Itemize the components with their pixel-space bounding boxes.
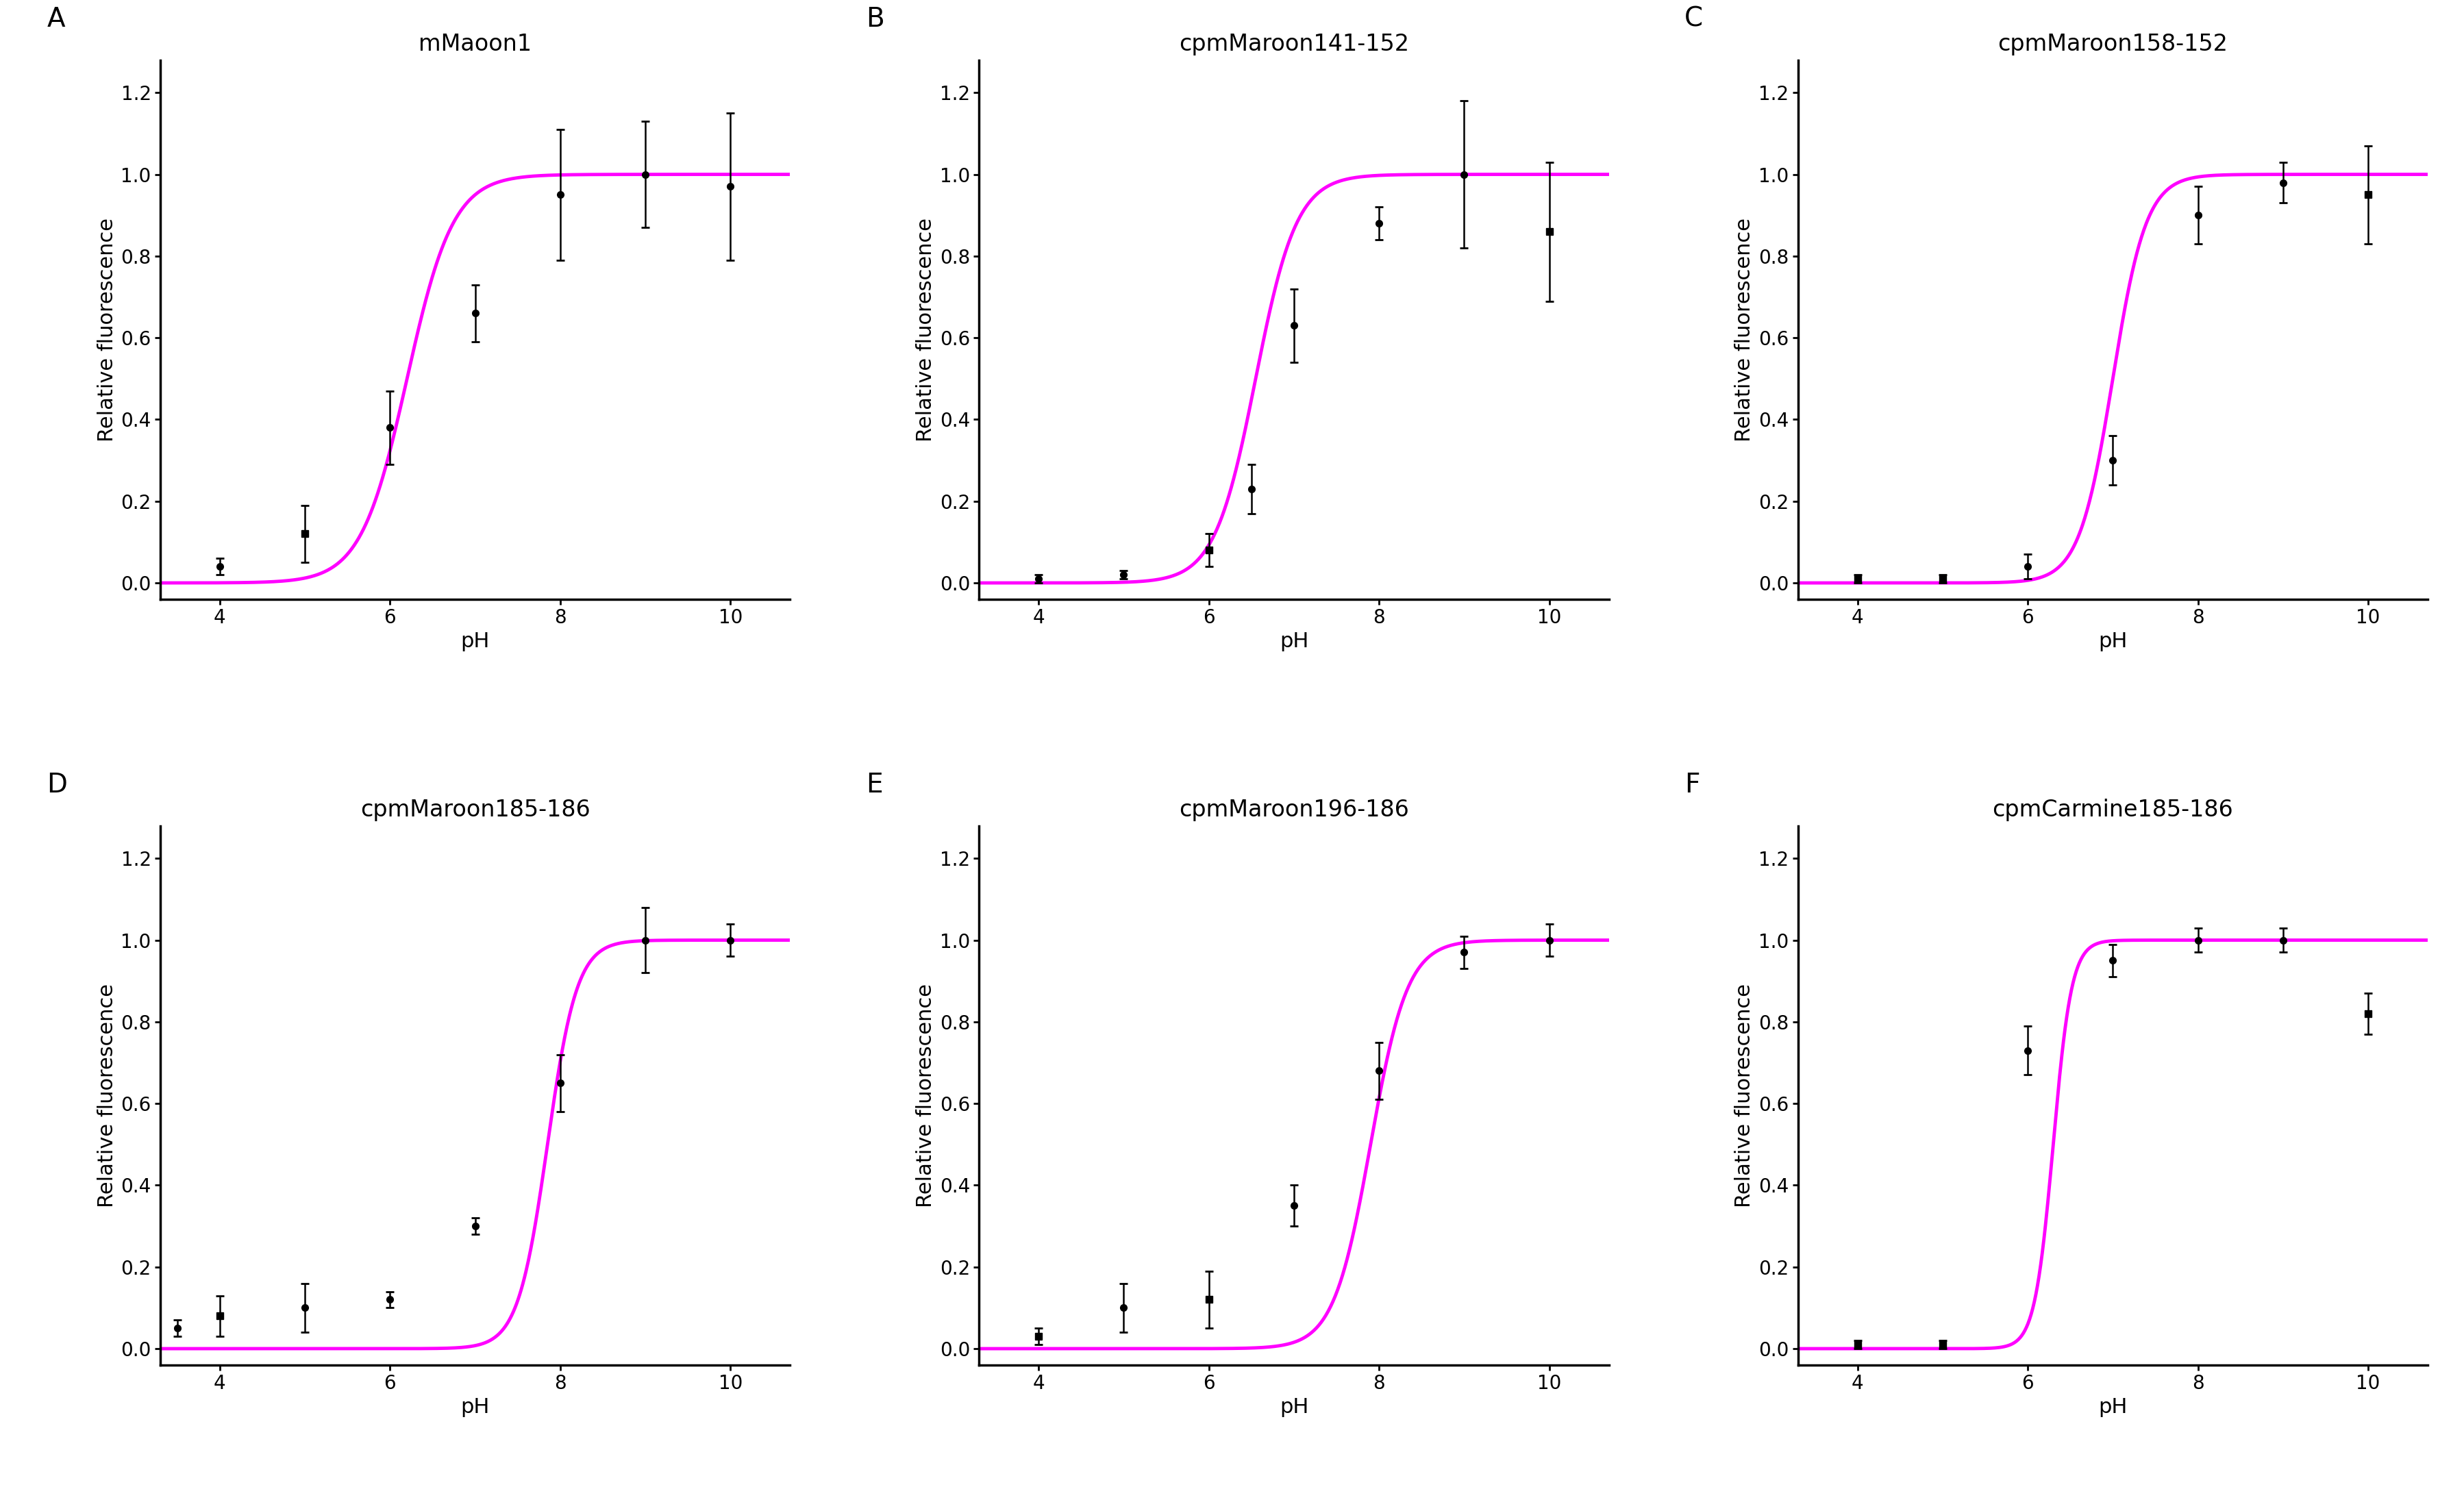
- Title: cpmMaroon141-152: cpmMaroon141-152: [1178, 33, 1409, 56]
- Y-axis label: Relative fluorescence: Relative fluorescence: [1735, 217, 1754, 441]
- Y-axis label: Relative fluorescence: Relative fluorescence: [917, 984, 936, 1208]
- X-axis label: pH: pH: [2097, 1396, 2126, 1417]
- Text: F: F: [1683, 772, 1700, 798]
- Text: C: C: [1683, 6, 1703, 32]
- Title: mMaoon1: mMaoon1: [419, 33, 532, 56]
- Text: B: B: [865, 6, 885, 32]
- Title: cpmMaroon185-186: cpmMaroon185-186: [360, 798, 589, 821]
- Title: cpmCarmine185-186: cpmCarmine185-186: [1991, 798, 2232, 821]
- Y-axis label: Relative fluorescence: Relative fluorescence: [96, 217, 116, 441]
- Title: cpmMaroon158-152: cpmMaroon158-152: [1998, 33, 2227, 56]
- Text: E: E: [865, 772, 882, 798]
- Text: D: D: [47, 772, 67, 798]
- X-axis label: pH: pH: [1279, 1396, 1308, 1417]
- X-axis label: pH: pH: [2097, 632, 2126, 651]
- Y-axis label: Relative fluorescence: Relative fluorescence: [96, 984, 116, 1208]
- Title: cpmMaroon196-186: cpmMaroon196-186: [1178, 798, 1409, 821]
- Y-axis label: Relative fluorescence: Relative fluorescence: [1735, 984, 1754, 1208]
- Text: A: A: [47, 6, 64, 32]
- X-axis label: pH: pH: [461, 1396, 490, 1417]
- Y-axis label: Relative fluorescence: Relative fluorescence: [917, 217, 936, 441]
- X-axis label: pH: pH: [461, 632, 490, 651]
- X-axis label: pH: pH: [1279, 632, 1308, 651]
